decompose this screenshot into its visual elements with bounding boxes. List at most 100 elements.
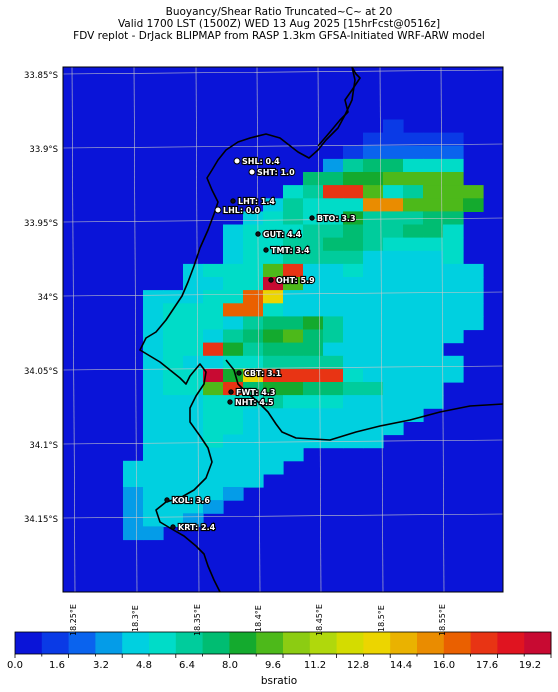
raster-cell [463,290,484,304]
raster-cell [363,132,384,147]
raster-cell [283,382,304,396]
raster-cell [443,303,464,317]
raster-cell [383,211,404,226]
raster-cell [383,329,404,344]
raster-cell [223,434,244,449]
raster-cell [303,382,324,396]
raster-cell [243,224,264,239]
raster-cell [143,408,164,422]
colorbar-swatch [68,632,96,654]
raster-cell [423,368,444,383]
raster-cell [443,368,464,383]
raster-cell [143,316,164,331]
colorbar-tick: 19.2 [518,660,542,671]
station-label-krt: KRT: 2.4 [178,523,216,532]
raster-cell [423,158,444,173]
station-label-sht: SHT: 1.0 [257,168,295,177]
raster-cell [363,355,384,370]
raster-cell [363,316,384,331]
raster-cell [403,355,424,370]
raster-cell [443,237,464,252]
raster-cell [203,408,224,422]
colorbar-swatch [41,632,70,654]
raster-cell [143,303,164,317]
raster-cell [343,277,364,291]
raster-cell [163,329,184,344]
raster-cell [203,277,224,291]
lat-gridline [62,69,504,75]
raster-cell [203,460,224,475]
station-marker-gut [255,231,261,237]
raster-cell [223,316,244,331]
raster-cell [163,355,184,370]
raster-cell [383,290,404,304]
raster-cell [423,185,444,199]
raster-cell [363,224,384,239]
raster-cell [203,473,224,488]
colorbar-tick: 0.0 [7,660,23,671]
raster-cell [383,185,404,199]
raster-cell [163,408,184,422]
raster-cell [403,237,424,252]
raster-cell [243,408,264,422]
raster-cell [203,487,224,501]
raster-cell [223,329,244,344]
raster-cell [143,460,164,475]
raster-cell [323,250,344,265]
raster-cell [283,224,304,239]
colorbar-swatch [283,632,311,654]
raster-cell [243,263,264,278]
raster-cell [303,316,324,331]
raster-cell [243,303,264,317]
raster-cell [223,355,244,370]
raster-cell [163,500,184,514]
raster-cell [303,421,324,436]
raster-cell [223,237,244,252]
station-label-shl: SHL: 0.4 [242,157,280,166]
raster-cell [283,329,304,344]
raster-cell [443,290,464,304]
raster-cell [203,316,224,331]
lat-label-33-85: 33.85°S [24,71,58,81]
lat-gridline [62,217,504,223]
raster-cell [163,368,184,383]
colorbar-swatch [15,632,43,654]
raster-cell [363,408,384,422]
raster-cell [383,368,404,383]
raster-cell [363,290,384,304]
lon-label-18-4: 18.4°E [254,605,263,632]
raster-cell [403,342,424,357]
raster-cell [263,224,284,239]
colorbar-label: bsratio [260,675,298,687]
raster-cell [383,303,404,317]
raster-cell [443,263,464,278]
lon-gridline [440,66,445,593]
station-marker-lhl [214,206,222,214]
raster-cell [203,434,224,449]
raster-cell [243,434,264,449]
raster-cell [223,460,244,475]
raster-cell [383,132,404,147]
lon-gridline [71,66,76,593]
raster-cell [203,368,224,383]
colorbar-tick: 4.8 [136,660,152,671]
station-marker-krt [170,524,176,530]
raster-cell [203,382,224,396]
raster-cell [423,172,444,186]
map-title-line3: FDV replot - DrJack BLIPMAP from RASP 1.… [73,30,485,42]
raster-cell [343,263,364,278]
lat-label-33-95: 33.95°S [24,219,58,229]
raster-cell [243,290,264,304]
raster-cell [323,408,344,422]
raster-cell [223,250,244,265]
raster-cell [143,513,164,527]
raster-cell [163,421,184,436]
raster-cell [183,316,204,331]
raster-cell [263,329,284,344]
raster-cell [403,408,424,422]
lat-lon-gridlines [62,66,504,593]
raster-cell [343,342,364,357]
raster-cell [383,172,404,186]
raster-cell [423,355,444,370]
raster-cell [223,421,244,436]
